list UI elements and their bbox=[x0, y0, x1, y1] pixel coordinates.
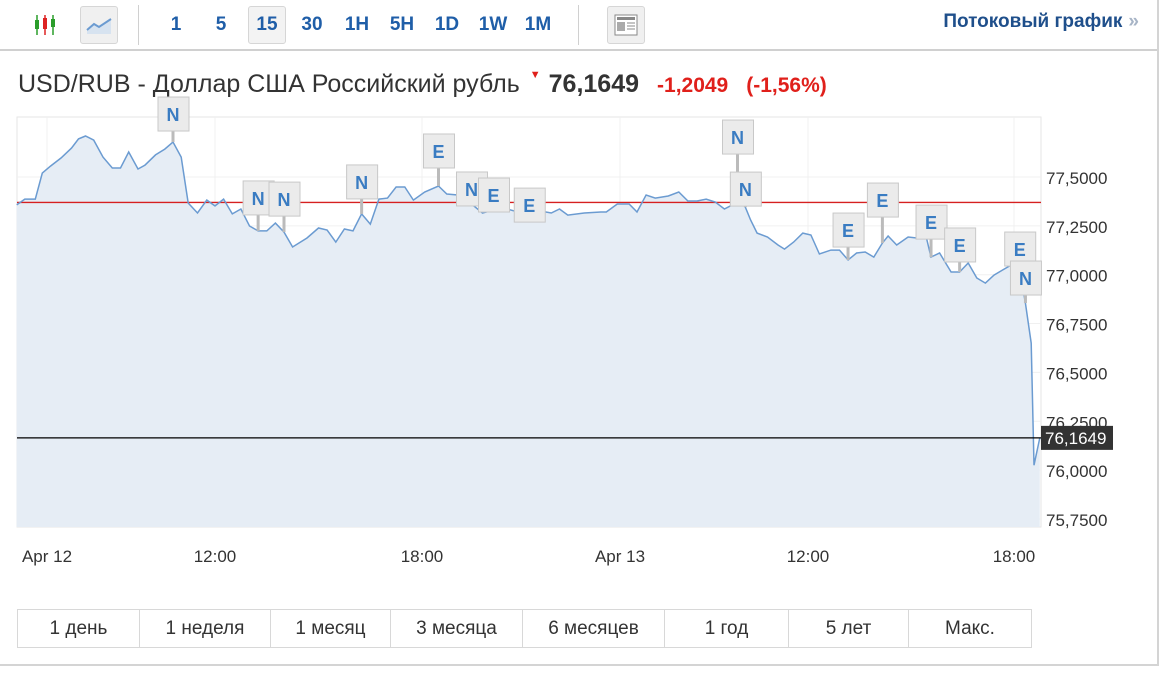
event-flag-label: N bbox=[355, 173, 368, 193]
event-flag-label: N bbox=[739, 180, 752, 200]
series-line bbox=[16, 135, 1041, 466]
interval-1H[interactable]: 1H bbox=[344, 14, 370, 35]
event-flag-label: E bbox=[432, 142, 444, 162]
range-button[interactable]: 6 месяцев bbox=[523, 610, 665, 647]
y-tick-label: 77,2500 bbox=[1046, 218, 1107, 237]
y-tick-label: 77,0000 bbox=[1046, 267, 1107, 286]
y-tick-label: 77,5000 bbox=[1046, 169, 1107, 188]
range-button[interactable]: 3 месяца bbox=[391, 610, 523, 647]
y-tick-label: 76,5000 bbox=[1046, 364, 1107, 383]
range-button[interactable]: 5 лет bbox=[789, 610, 909, 647]
chart-toolbar: 1 5 15 30 1H 5H 1D 1W 1M Потоковый график» bbox=[0, 0, 1157, 51]
x-tick-label: 12:00 bbox=[194, 547, 237, 566]
event-flag-label: E bbox=[925, 213, 937, 233]
interval-5H[interactable]: 5H bbox=[389, 14, 415, 35]
x-tick-label: 18:00 bbox=[993, 547, 1036, 566]
interval-5[interactable]: 5 bbox=[215, 14, 227, 35]
range-button[interactable]: 1 год bbox=[665, 610, 789, 647]
event-flag-label: E bbox=[954, 236, 966, 256]
range-button[interactable]: 1 неделя bbox=[140, 610, 271, 647]
area-fill bbox=[16, 136, 1040, 527]
event-flag-economic bbox=[423, 133, 455, 169]
interval-1W[interactable]: 1W bbox=[478, 14, 508, 35]
x-tick-label: 12:00 bbox=[787, 547, 830, 566]
price-change: -1,2049 bbox=[657, 74, 729, 97]
event-flag-label: E bbox=[523, 196, 535, 216]
range-button[interactable]: 1 день bbox=[18, 610, 140, 647]
event-flag-economic bbox=[944, 227, 977, 263]
double-chevron-right-icon: » bbox=[1128, 11, 1139, 32]
current-price-label: 76,1649 bbox=[1045, 429, 1106, 448]
x-tick-label: 18:00 bbox=[401, 547, 444, 566]
streaming-chart-link[interactable]: Потоковый график» bbox=[943, 11, 1139, 33]
event-flag-label: E bbox=[1014, 240, 1026, 260]
toolbar-divider bbox=[138, 5, 139, 45]
event-flag-news bbox=[1009, 260, 1042, 296]
event-flag-economic bbox=[915, 204, 948, 240]
chart-widget bbox=[0, 0, 1159, 666]
current-price-badge bbox=[1041, 425, 1113, 450]
x-tick-label: Apr 12 bbox=[22, 547, 72, 566]
pair-title: USD/RUB - Доллар США Российский рубль bbox=[18, 70, 520, 98]
event-flag-label: N bbox=[167, 105, 180, 125]
quote-header: USD/RUB - Доллар США Российский рубль ▼ … bbox=[18, 69, 827, 102]
interval-15[interactable]: 15 bbox=[248, 6, 286, 44]
event-flag-economic bbox=[478, 177, 510, 213]
event-flag-economic bbox=[866, 182, 899, 218]
event-flag-label: N bbox=[1019, 269, 1032, 289]
toolbar-divider bbox=[578, 5, 579, 45]
event-flag-label: N bbox=[278, 190, 291, 210]
event-flag-news bbox=[346, 164, 379, 200]
event-flag-news bbox=[722, 119, 754, 155]
event-flag-news bbox=[729, 171, 762, 207]
range-button[interactable]: Макс. bbox=[945, 618, 995, 639]
event-flag-news bbox=[157, 96, 190, 132]
event-flag-label: E bbox=[842, 221, 854, 241]
interval-1D[interactable]: 1D bbox=[434, 14, 460, 35]
event-flag-economic bbox=[513, 187, 546, 223]
event-flag-label: E bbox=[876, 191, 888, 211]
down-arrow-icon: ▼ bbox=[529, 69, 541, 81]
event-flag-label: N bbox=[731, 128, 744, 148]
candlestick-icon[interactable] bbox=[26, 6, 64, 44]
range-button[interactable]: 1 месяц bbox=[271, 610, 391, 647]
streaming-chart-label: Потоковый график bbox=[943, 11, 1123, 32]
line-chart-icon[interactable] bbox=[80, 6, 118, 44]
y-tick-label: 75,7500 bbox=[1046, 511, 1107, 530]
price-change-percent: (-1,56%) bbox=[746, 74, 827, 97]
last-price: 76,1649 bbox=[548, 70, 640, 98]
interval-30[interactable]: 30 bbox=[301, 14, 323, 35]
y-tick-label: 76,7500 bbox=[1046, 316, 1107, 335]
y-tick-label: 76,0000 bbox=[1046, 462, 1107, 481]
event-flag-economic bbox=[832, 212, 865, 248]
interval-1M[interactable]: 1M bbox=[524, 14, 552, 35]
event-flag-label: N bbox=[465, 180, 478, 200]
event-flag-label: N bbox=[252, 189, 265, 209]
event-flag-news bbox=[268, 181, 301, 217]
news-layout-icon[interactable] bbox=[607, 6, 645, 44]
interval-1[interactable]: 1 bbox=[170, 14, 182, 35]
event-flag-label: E bbox=[487, 186, 499, 206]
x-tick-label: Apr 13 bbox=[595, 547, 645, 566]
time-range-selector: 1 день 1 неделя 1 месяц 3 месяца 6 месяцев 1 … bbox=[17, 609, 1032, 648]
